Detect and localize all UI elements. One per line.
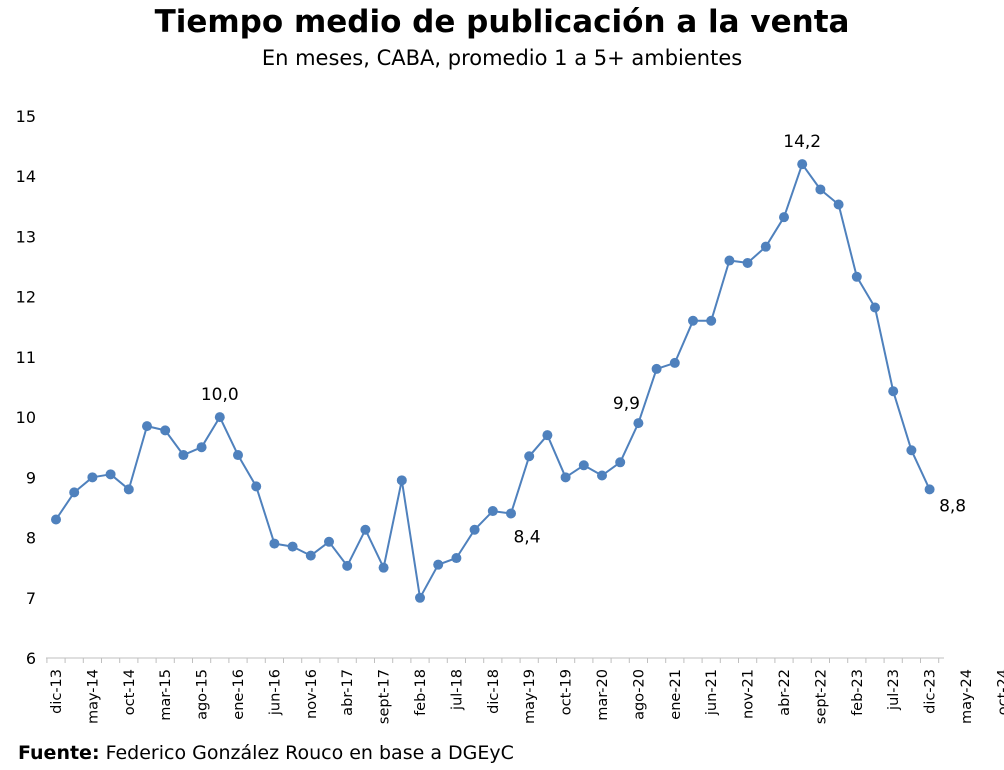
y-tick-label: 12 [16,288,36,307]
data-point [688,315,698,326]
data-point [706,315,717,326]
data-point [233,450,243,461]
x-tick-label: oct-14 [122,669,138,715]
data-point [906,445,917,456]
x-tick-label: oct-24 [995,669,1004,715]
line-chart: 6 7 8 9 10 11 12 13 14 15 dic-13 may-14 oct-14 mar-15… [16,107,1004,724]
chart-title: Tiempo medio de publicación a la venta [154,4,850,40]
y-tick-label: 11 [16,348,36,367]
data-label: 8,4 [513,527,540,547]
y-tick-label: 7 [26,589,36,608]
data-point [451,553,462,564]
data-point [214,412,225,423]
data-point [888,386,899,397]
data-point [51,514,61,525]
x-tick-label: may-19 [522,669,538,724]
source-note: Fuente: Federico González Rouco en base … [18,742,514,764]
data-point [433,559,444,570]
data-point [651,363,662,374]
series-line [55,163,931,599]
data-point [578,460,589,471]
y-tick-label: 6 [26,649,36,668]
data-point [506,508,516,519]
source-text: Federico González Rouco en base a DGEyC [99,742,514,764]
chart-subtitle: En meses, CABA, promedio 1 a 5+ ambiente… [261,46,743,70]
data-point [833,199,844,210]
x-tick-label: ago-20 [631,669,647,720]
data-point [305,550,316,561]
data-point [760,241,771,252]
data-point [342,560,353,571]
data-point [560,472,571,483]
data-label: 10,0 [201,385,239,405]
x-tick-label: abr-17 [340,669,356,716]
data-label: 9,9 [613,394,640,414]
data-point [779,212,789,223]
data-point [669,357,680,368]
data-point [851,271,862,282]
x-tick-label: dic-18 [486,669,502,714]
x-tick-label: may-14 [85,669,101,724]
y-tick-label: 9 [26,468,36,487]
x-tick-label: jul-23 [886,669,902,711]
x-tick-label: dic-13 [49,669,65,714]
y-tick-label: 13 [16,227,36,246]
data-point [87,472,98,483]
data-point [396,475,407,486]
data-point [615,457,626,468]
x-tick-label: ene-16 [231,669,247,720]
x-tick-label: mar-20 [595,669,611,721]
data-label: 14,2 [783,132,821,152]
data-point [542,430,553,441]
x-tick-label: sept-22 [813,669,829,724]
y-tick-label: 8 [26,529,36,548]
data-point [524,451,535,462]
y-tick-label: 15 [16,107,36,126]
data-point [597,470,607,481]
data-point [287,541,298,552]
data-point [142,421,152,432]
x-tick-label: oct-19 [559,669,575,715]
x-tick-label: feb-23 [850,669,866,716]
data-point [251,481,262,492]
data-point [924,484,935,495]
x-tick-label: mar-15 [158,669,174,721]
data-point [487,506,498,517]
x-tick-label: nov-16 [304,669,320,719]
x-tick-label: dic-23 [923,669,939,714]
data-point [196,442,207,453]
x-tick-label: abr-22 [777,669,793,716]
data-point [724,255,735,266]
data-point [123,484,134,495]
x-tick-label: jun-16 [267,669,283,716]
data-point [378,562,389,573]
data-point [469,524,480,535]
x-tick-label: nov-21 [741,669,757,719]
data-point [742,257,753,268]
data-point [269,538,280,549]
data-point [324,536,334,547]
data-point [415,592,425,603]
x-tick-label: jun-21 [704,669,720,716]
data-point [160,425,171,436]
source-label: Fuente: [18,742,100,764]
data-point [870,302,880,313]
y-tick-label: 14 [16,167,36,186]
x-tick-label: jul-18 [449,669,465,711]
data-point [105,469,116,480]
data-point [69,487,80,498]
data-point [360,524,371,535]
x-tick-label: ago-15 [195,669,211,720]
y-tick-label: 10 [16,408,36,427]
x-tick-label: ene-21 [668,669,684,720]
x-tick-label: may-24 [959,669,975,724]
data-point [633,418,644,429]
data-point [178,450,189,461]
data-point [815,184,826,195]
x-tick-label: feb-18 [413,669,429,716]
data-label: 8,8 [939,496,966,516]
data-point [797,159,808,170]
x-tick-label: sept-17 [377,669,393,724]
